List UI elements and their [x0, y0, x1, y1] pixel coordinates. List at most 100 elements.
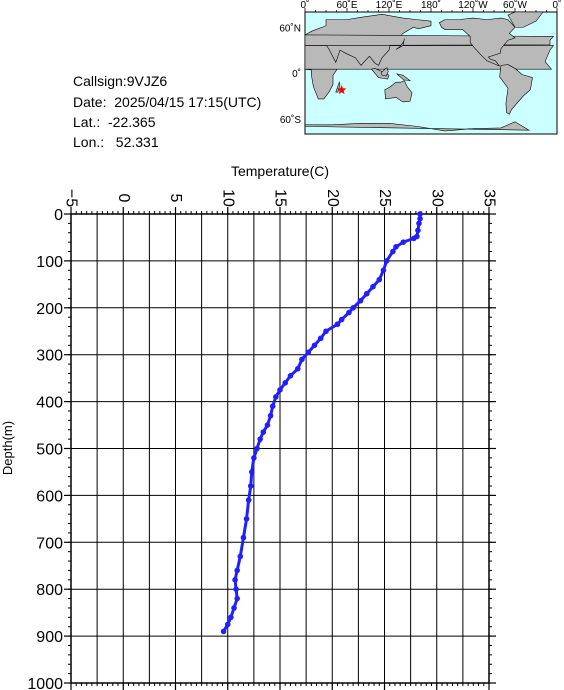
land-australia: [384, 80, 413, 103]
map-longitude-label: 0˚: [301, 0, 310, 11]
map-longitude-label: 0˚: [553, 0, 562, 11]
x-tick-label: 5: [167, 194, 184, 203]
data-point: [417, 211, 423, 217]
data-point: [233, 586, 239, 592]
data-point: [224, 621, 231, 628]
data-point: [350, 305, 356, 311]
data-point: [234, 567, 240, 574]
data-point: [251, 455, 257, 461]
data-point: [282, 380, 289, 386]
data-point: [363, 290, 370, 297]
data-point: [260, 429, 267, 435]
x-tick-label: 0: [115, 194, 132, 203]
land-europe-west: [304, 34, 555, 46]
data-point: [254, 445, 260, 452]
y-tick-label: 200: [36, 301, 63, 318]
series-layer: [220, 211, 423, 635]
data-point: [299, 356, 305, 363]
x-tick-labels: −5 0 5 10 15 20 25 30 35: [63, 189, 498, 207]
data-point: [264, 422, 271, 428]
x-tick-label: 35: [481, 189, 498, 207]
y-tick-labels: 0 100 200 300 400 500 600 700 800 900 1000: [27, 207, 63, 690]
map-longitude-label: 60˚W: [503, 0, 527, 11]
data-point: [220, 628, 227, 635]
data-point: [267, 412, 274, 419]
y-axis-title: Depth(m): [0, 421, 15, 475]
data-point: [248, 469, 255, 475]
y-tick-label: 600: [36, 488, 63, 505]
y-tick-label: 500: [36, 442, 63, 459]
data-point: [317, 335, 324, 342]
data-point: [400, 239, 407, 245]
map-latitude-label: 60˚N: [279, 22, 301, 34]
data-point: [376, 276, 383, 283]
data-point: [383, 258, 390, 264]
land-indonesia: [370, 68, 390, 80]
data-point: [323, 328, 329, 335]
data-point: [287, 373, 294, 379]
data-point: [334, 321, 341, 328]
data-point: [311, 342, 318, 349]
x-tick-label: 10: [219, 189, 236, 207]
data-point: [257, 436, 263, 442]
data-point: [338, 316, 345, 323]
land-new-guinea: [396, 73, 412, 82]
map-land: [304, 11, 555, 134]
data-point: [390, 248, 396, 255]
data-point: [410, 235, 417, 242]
data-point: [357, 297, 364, 304]
longitude-label: Lon.: 52.331: [73, 134, 159, 150]
y-tick-label: 400: [36, 395, 63, 412]
data-point: [237, 553, 244, 560]
grid: [64, 207, 496, 690]
data-point: [380, 267, 387, 274]
y-tick-label: 0: [54, 207, 63, 224]
y-tick-label: 300: [36, 348, 63, 365]
map-longitude-label: 180˚: [421, 0, 441, 11]
data-point: [234, 595, 240, 602]
x-axis-title: Temperature(C): [231, 163, 329, 179]
land-north-america: [439, 17, 516, 67]
y-tick-label: 800: [36, 582, 63, 599]
map-longitude-label: 120˚W: [458, 0, 488, 11]
map-latitude-label: 60˚S: [280, 114, 301, 126]
land-borneo: [380, 67, 389, 77]
y-tick-label: 900: [36, 629, 63, 646]
data-point: [415, 227, 421, 234]
data-point: [231, 605, 237, 611]
land-japan: [395, 38, 405, 50]
location-marker: [336, 85, 347, 95]
data-point: [240, 534, 247, 541]
data-point: [294, 365, 301, 372]
data-point: [247, 483, 254, 489]
callsign-label: Callsign:9VJZ6: [73, 73, 168, 89]
data-point: [243, 516, 250, 522]
map-labels: 0˚ 60˚E 120˚E 180˚ 120˚W 60˚W 0˚60˚N0˚60˚S: [279, 0, 561, 126]
y-tick-label: 100: [36, 254, 63, 271]
data-point: [416, 220, 422, 227]
data-point: [273, 394, 279, 400]
data-point: [245, 497, 252, 503]
data-point: [305, 349, 312, 356]
land-madagascar: [335, 81, 341, 93]
data-point: [393, 244, 399, 250]
land-greenland: [507, 11, 544, 28]
date-label: Date: 2025/04/15 17:15(UTC): [73, 94, 262, 110]
data-point: [232, 577, 238, 583]
x-tick-label: −5: [63, 189, 80, 207]
y-tick-label: 1000: [27, 676, 63, 690]
data-point: [417, 215, 423, 222]
data-point: [277, 387, 283, 393]
map-latitude-label: 0˚: [292, 68, 301, 80]
plot-area: −5 0 5 10 15 20 25 30 35 01002003004005006007008…: [27, 189, 498, 690]
y-tick-label: 700: [36, 535, 63, 552]
map-longitude-label: 120˚E: [376, 0, 403, 11]
map-longitude-label: 60˚E: [336, 0, 357, 11]
x-tick-label: 20: [324, 189, 341, 207]
latitude-label: Lat.: -22.365: [73, 114, 156, 130]
data-point: [228, 614, 234, 621]
data-point: [370, 283, 376, 290]
land-antarctica: [304, 121, 531, 134]
x-tick-label: 15: [272, 189, 289, 207]
